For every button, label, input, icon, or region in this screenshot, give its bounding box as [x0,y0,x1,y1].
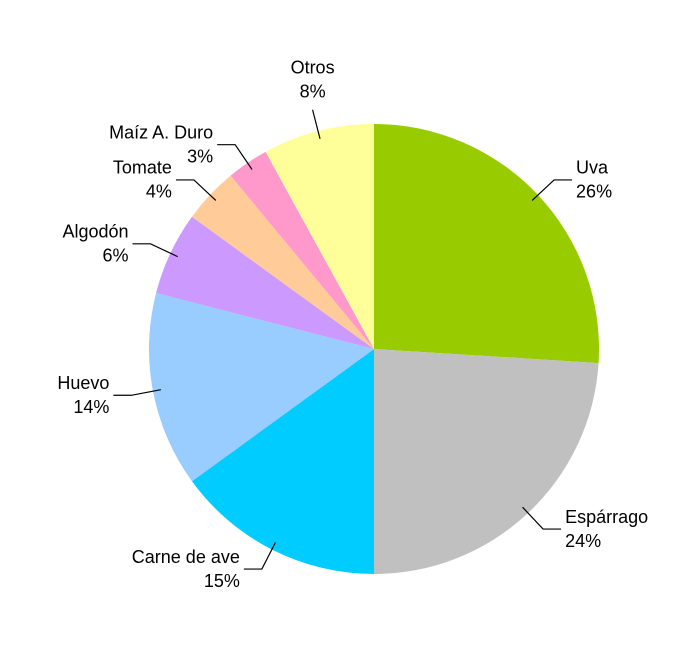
value-label: 3% [187,146,213,166]
pie-slice [374,349,599,574]
pie-slice [191,175,374,349]
slice-label: Algodón [62,222,128,242]
pie-slice [374,124,599,364]
pie-slice [156,216,374,349]
slice-label: Maíz A. Duro [109,122,213,142]
pie-slice [191,349,374,574]
slice-label: Espárrago [565,507,648,527]
pie-slice [265,124,374,349]
value-label: 8% [300,82,326,102]
slice-label: Tomate [113,158,172,178]
value-label: 14% [73,397,109,417]
value-label: 15% [204,571,240,591]
pie-slice [148,293,374,482]
value-label: 4% [146,182,172,202]
leader-line [522,506,562,530]
slice-label: Carne de ave [132,547,240,567]
leader-line [113,389,161,396]
leader-line [311,109,321,139]
leader-line [243,542,277,570]
value-label: 6% [102,246,128,266]
slice-label: Uva [576,158,609,178]
slice-label: Huevo [57,373,109,393]
slice-label: Otros [291,58,335,78]
leader-line [175,179,217,201]
leader-line [531,179,573,201]
leader-line [217,144,253,170]
pie-slice [230,151,374,349]
value-label: 24% [565,531,601,551]
value-label: 26% [576,182,612,202]
leader-line [132,243,178,258]
